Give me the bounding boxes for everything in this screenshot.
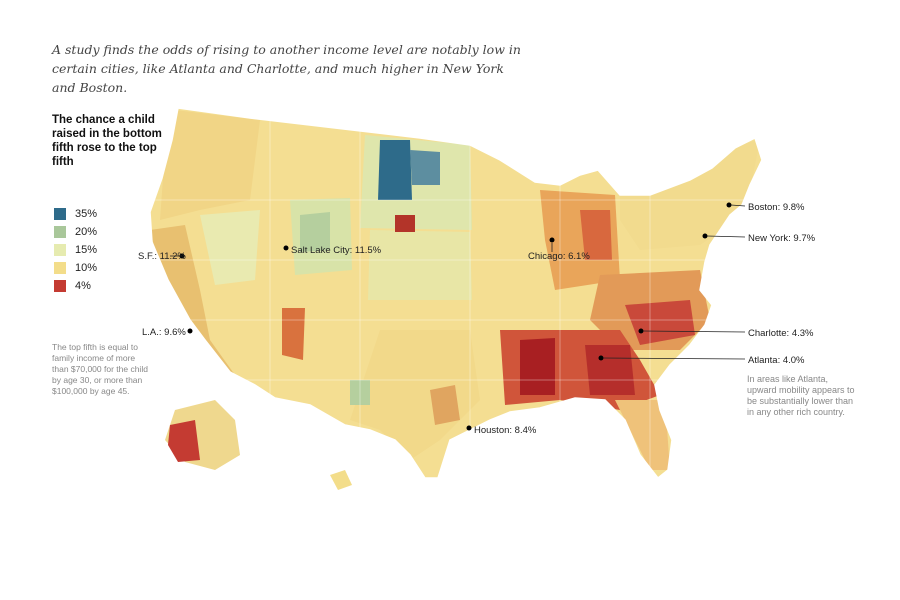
- legend-swatch: [54, 262, 66, 274]
- atlanta-label: Atlanta: 4.0%: [748, 355, 805, 366]
- legend-label: 4%: [75, 280, 91, 292]
- alaska-low-mobility: [168, 420, 200, 462]
- michigan-low-mobility: [580, 210, 612, 260]
- hawaii-shape: [330, 470, 352, 490]
- new-york-leader-line: [706, 235, 746, 238]
- legend-title: The chance a child raised in the bottom …: [52, 114, 162, 168]
- legend-item-15: 15%: [54, 241, 97, 259]
- mississippi-lowest-mobility: [520, 338, 555, 395]
- new-mexico-low-mobility: [282, 308, 305, 360]
- chicago-dot: [549, 237, 555, 243]
- us-outline: [149, 107, 763, 480]
- charlotte-low-mobility: [625, 300, 695, 345]
- legend-label: 15%: [75, 244, 98, 256]
- northwest-region: [160, 110, 260, 220]
- legend-swatch: [54, 280, 66, 292]
- legend-label: 20%: [75, 226, 98, 238]
- legend-item-35: 35%: [54, 205, 97, 223]
- east-texas-region: [430, 385, 460, 425]
- utah-green-region: [300, 212, 330, 252]
- new-york-label: New York: 9.7%: [748, 233, 816, 244]
- florida-region: [615, 400, 670, 470]
- atlanta-leader-line: [602, 357, 746, 360]
- legend: 35% 20% 15% 10% 4%: [54, 205, 97, 295]
- la-dot: [187, 328, 193, 334]
- charlotte-label: Charlotte: 4.3%: [748, 328, 814, 339]
- california-region: [150, 225, 235, 375]
- legend-item-20: 20%: [54, 223, 97, 241]
- map-subtitle: A study finds the odds of rising to anot…: [52, 42, 521, 95]
- legend-label: 10%: [75, 262, 98, 274]
- central-plains-region: [368, 230, 472, 300]
- atlanta-dot: [598, 355, 604, 361]
- legend-swatch: [54, 244, 66, 256]
- salt-lake-city-dot: [283, 245, 289, 251]
- boston-label: Boston: 9.8%: [748, 202, 805, 213]
- nevada-region: [200, 210, 260, 285]
- texas-region: [350, 330, 480, 460]
- reservation-low-mobility: [395, 215, 415, 232]
- legend-item-10: 10%: [54, 259, 97, 277]
- legend-item-4: 4%: [54, 277, 97, 295]
- salt-lake-city-label: Salt Lake City: 11.5%: [291, 245, 382, 256]
- boston-dot: [726, 202, 732, 208]
- legend-swatch: [54, 226, 66, 238]
- west-texas-green-region: [350, 380, 370, 405]
- boston-leader-line: [730, 204, 746, 207]
- houston-dot: [466, 425, 472, 431]
- charlotte-dot: [638, 328, 644, 334]
- note-atlanta: In areas like Atlanta, upward mobility a…: [747, 374, 855, 417]
- alaska: [165, 400, 240, 470]
- dakotas-mid-mobility: [410, 150, 440, 185]
- sf-dot: [179, 253, 185, 259]
- footnote-top-fifth: The top fifth is equal to family income …: [52, 342, 148, 396]
- chicago-label: Chicago: 6.1%: [528, 251, 590, 262]
- hawaii: [330, 470, 352, 490]
- la-label: L.A.: 9.6%: [142, 327, 186, 338]
- charlotte-leader-line: [642, 330, 746, 333]
- georgia-lowest-mobility: [585, 345, 635, 395]
- city-callouts: S.F.: 11.2% Salt Lake City: 11.5% L.A.: …: [138, 202, 816, 436]
- new-york-dot: [702, 233, 708, 239]
- legend-swatch: [54, 208, 66, 220]
- legend-label: 35%: [75, 208, 98, 220]
- dakotas-high-mobility: [378, 140, 412, 200]
- sf-label: S.F.: 11.2%: [138, 251, 186, 262]
- houston-label: Houston: 8.4%: [474, 425, 537, 436]
